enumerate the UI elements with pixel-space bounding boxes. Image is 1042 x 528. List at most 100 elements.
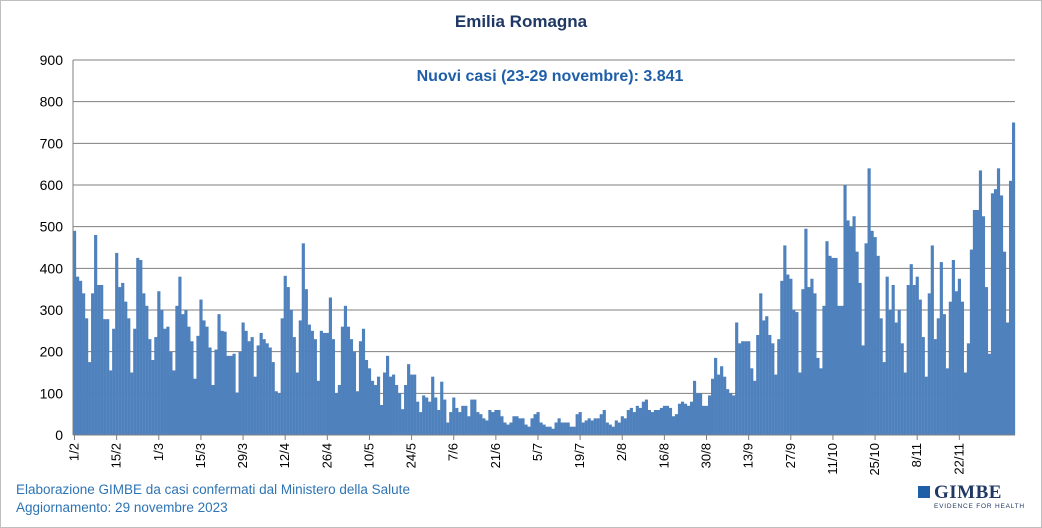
bar: [650, 412, 654, 435]
y-tick-label: 400: [40, 260, 64, 276]
bar: [301, 243, 305, 435]
x-tick-label: 26/4: [319, 443, 334, 468]
bar: [274, 391, 278, 435]
bar: [765, 316, 769, 435]
bar: [614, 420, 618, 435]
x-tick-label: 13/9: [741, 443, 756, 468]
bar: [328, 297, 332, 435]
update-date: Aggiornamento: 29 novembre 2023: [16, 500, 228, 515]
bar: [500, 416, 504, 435]
x-tick-label: 8/11: [909, 443, 924, 467]
bar: [783, 245, 787, 435]
bar: [449, 412, 453, 435]
bar: [999, 195, 1004, 435]
bar: [461, 405, 465, 435]
bar: [981, 216, 986, 435]
bar: [978, 170, 983, 436]
bar: [322, 332, 326, 435]
bar: [271, 362, 275, 435]
x-tick-label: 21/6: [488, 443, 503, 468]
bar: [157, 291, 161, 435]
bar: [515, 416, 519, 435]
bar: [840, 305, 844, 435]
bar: [641, 401, 645, 435]
x-tick-label: 16/8: [656, 443, 671, 468]
logo-name: GIMBE: [934, 482, 1002, 503]
bar: [575, 414, 579, 435]
x-tick-label: 30/8: [699, 443, 714, 468]
bar: [960, 301, 964, 435]
bar: [416, 401, 420, 435]
bar: [912, 285, 916, 435]
bar: [337, 385, 341, 435]
bar: [617, 422, 621, 435]
bar: [741, 341, 745, 435]
bar: [954, 291, 958, 435]
bar: [993, 189, 998, 435]
x-tick-label: 11/10: [825, 443, 840, 475]
bar: [319, 330, 323, 435]
bar: [124, 301, 128, 435]
bar: [744, 341, 748, 435]
bar: [906, 285, 910, 435]
bar: [112, 328, 116, 435]
bar: [79, 280, 83, 435]
bar: [563, 422, 567, 435]
bar: [629, 407, 633, 435]
bar: [115, 252, 119, 435]
bar: [160, 310, 164, 435]
bar: [644, 399, 648, 435]
bar: [518, 418, 522, 435]
bar: [184, 310, 188, 435]
gimbe-logo: GIMBE EVIDENCE FOR HEALTH: [918, 482, 1024, 514]
bar: [753, 380, 757, 435]
bar: [876, 255, 880, 435]
logo-mark-icon: [918, 486, 930, 498]
bar: [750, 368, 754, 435]
bar: [957, 278, 961, 435]
bar: [915, 276, 919, 435]
bar: [729, 393, 733, 435]
y-tick-label: 800: [40, 94, 64, 110]
bar: [298, 320, 302, 435]
bar: [443, 399, 447, 435]
bar: [771, 343, 775, 435]
bar: [373, 385, 378, 435]
bar: [930, 245, 934, 435]
bar: [376, 376, 381, 435]
bar: [581, 422, 585, 435]
bar: [431, 376, 435, 435]
bar: [861, 345, 865, 435]
bar: [557, 418, 561, 435]
bar: [220, 330, 224, 435]
bar: [482, 418, 486, 435]
bar: [924, 376, 928, 435]
bar: [882, 362, 886, 435]
bar: [238, 351, 242, 435]
bar: [870, 230, 874, 435]
bar: [265, 343, 269, 435]
bar: [569, 426, 573, 435]
bar: [638, 407, 642, 435]
bar: [602, 410, 606, 435]
bar: [963, 372, 967, 435]
bar: [768, 335, 772, 435]
x-tick-label: 22/11: [951, 443, 966, 475]
bar: [491, 412, 495, 435]
bar: [407, 364, 411, 435]
bar: [686, 405, 691, 435]
bar: [169, 351, 173, 435]
bar: [229, 355, 233, 435]
bar: [825, 241, 829, 435]
bar: [202, 320, 206, 435]
bar: [193, 378, 197, 435]
logo-tagline: EVIDENCE FOR HEALTH: [934, 503, 1025, 510]
bar: [620, 416, 624, 435]
x-tick-label: 2/8: [614, 443, 629, 461]
bar: [909, 264, 913, 435]
x-tick-label: 24/5: [404, 443, 419, 468]
bar: [990, 193, 995, 435]
bar: [533, 414, 537, 435]
y-tick-label: 100: [40, 385, 64, 401]
bar: [130, 372, 134, 435]
